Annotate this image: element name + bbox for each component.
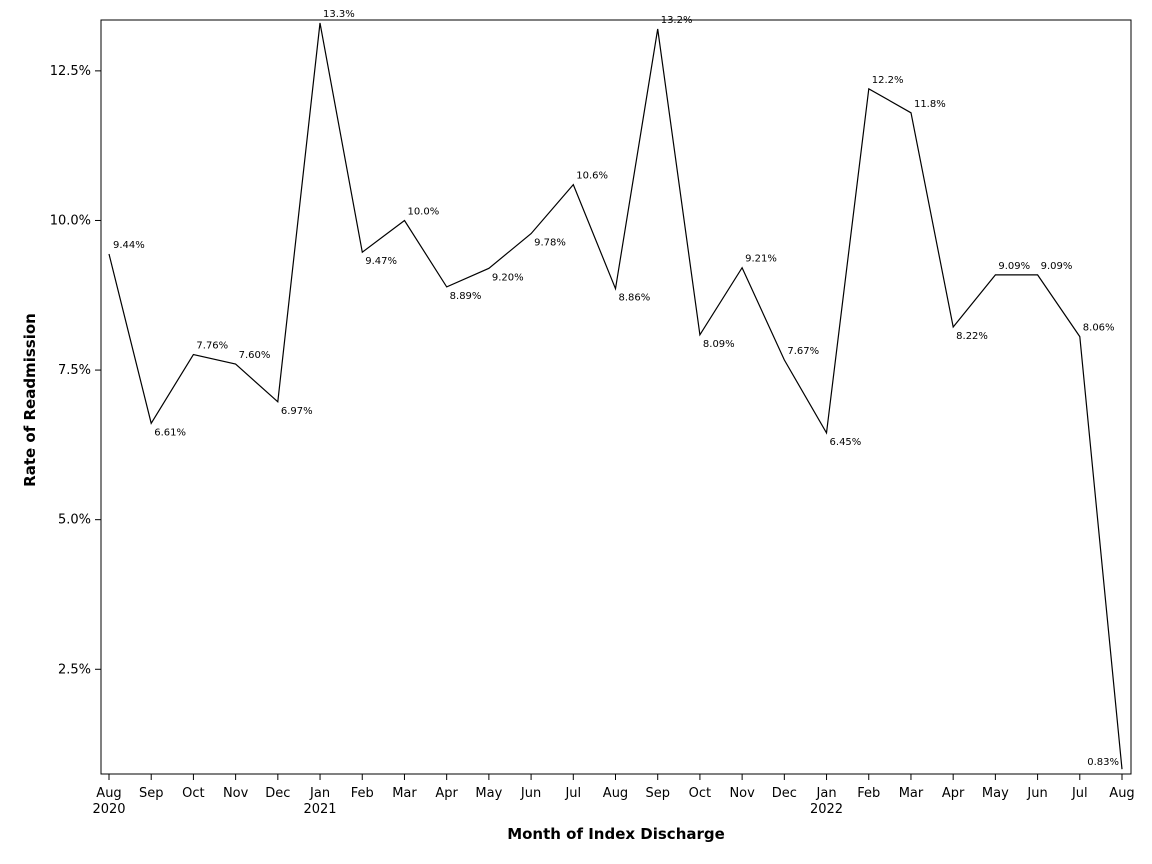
x-tick-label: Jan: [309, 786, 330, 801]
x-tick-label: Jun: [1026, 786, 1047, 801]
y-tick-label: 12.5%: [50, 64, 91, 79]
x-year-label: 2020: [92, 802, 125, 817]
x-tick-label: Oct: [689, 786, 711, 801]
x-tick-label: Nov: [223, 786, 249, 801]
data-label: 7.76%: [196, 341, 228, 352]
y-axis: 2.5% 5.0% 7.5% 10.0% 12.5%: [50, 64, 101, 677]
data-label: 0.83%: [1087, 757, 1119, 768]
y-tick-label: 5.0%: [58, 513, 91, 528]
data-label: 6.45%: [830, 437, 862, 448]
y-axis-title: Rate of Readmission: [21, 313, 39, 487]
data-label: 11.8%: [914, 99, 946, 110]
x-tick-label: Aug: [603, 786, 628, 801]
data-label: 7.60%: [239, 350, 271, 361]
x-tick-label: Jul: [1071, 786, 1088, 801]
x-tick-label: Apr: [435, 786, 458, 801]
x-tick-label: Jun: [520, 786, 541, 801]
x-tick-label: Jul: [564, 786, 581, 801]
data-label-layer: 9.44% 6.61% 7.76% 7.60% 6.97% 13.3% 9.47% 10.0%…: [113, 9, 1119, 768]
data-label: 13.3%: [323, 9, 355, 20]
x-tick-label: Nov: [729, 786, 755, 801]
data-label: 9.09%: [998, 261, 1030, 272]
series-layer: [108, 22, 1123, 770]
x-tick-label: Aug: [1109, 786, 1134, 801]
x-tick-label: Feb: [857, 786, 880, 801]
data-label: 6.97%: [281, 406, 313, 417]
plot-frame: [100, 19, 1132, 775]
data-label: 8.89%: [450, 291, 482, 302]
x-tick-label: Sep: [645, 786, 670, 801]
data-label: 9.21%: [745, 254, 777, 265]
x-tick-label: Mar: [899, 786, 924, 801]
data-label: 9.20%: [492, 272, 524, 283]
data-label: 10.6%: [576, 171, 608, 182]
data-label: 12.2%: [872, 75, 904, 86]
x-tick-label: Jan: [816, 786, 837, 801]
data-label: 8.09%: [703, 339, 735, 350]
data-label: 9.47%: [365, 256, 397, 267]
x-tick-label: Mar: [392, 786, 417, 801]
data-label: 6.61%: [154, 427, 186, 438]
y-tick-label: 10.0%: [50, 213, 91, 228]
data-label: 8.06%: [1083, 323, 1115, 334]
data-label: 7.67%: [787, 346, 819, 357]
data-label: 9.09%: [1041, 261, 1073, 272]
x-tick-label: Feb: [351, 786, 374, 801]
x-tick-label: Dec: [772, 786, 797, 801]
x-tick-label: May: [475, 786, 502, 801]
x-tick-label: May: [982, 786, 1009, 801]
x-tick-label: Aug: [96, 786, 121, 801]
data-label: 10.0%: [407, 206, 439, 217]
x-year-label: 2022: [810, 802, 843, 817]
x-year-label: 2021: [303, 802, 336, 817]
data-label: 8.22%: [956, 331, 988, 342]
y-tick-label: 2.5%: [58, 662, 91, 677]
data-label: 9.44%: [113, 240, 145, 251]
y-tick-label: 7.5%: [58, 363, 91, 378]
x-tick-label: Oct: [182, 786, 204, 801]
data-label: 8.86%: [619, 293, 651, 304]
data-label: 13.2%: [661, 15, 693, 26]
data-label: 9.78%: [534, 238, 566, 249]
series-line: [108, 22, 1123, 770]
x-tick-label: Dec: [265, 786, 290, 801]
x-axis-title: Month of Index Discharge: [507, 825, 725, 843]
x-tick-label: Apr: [942, 786, 965, 801]
x-tick-label: Sep: [139, 786, 164, 801]
